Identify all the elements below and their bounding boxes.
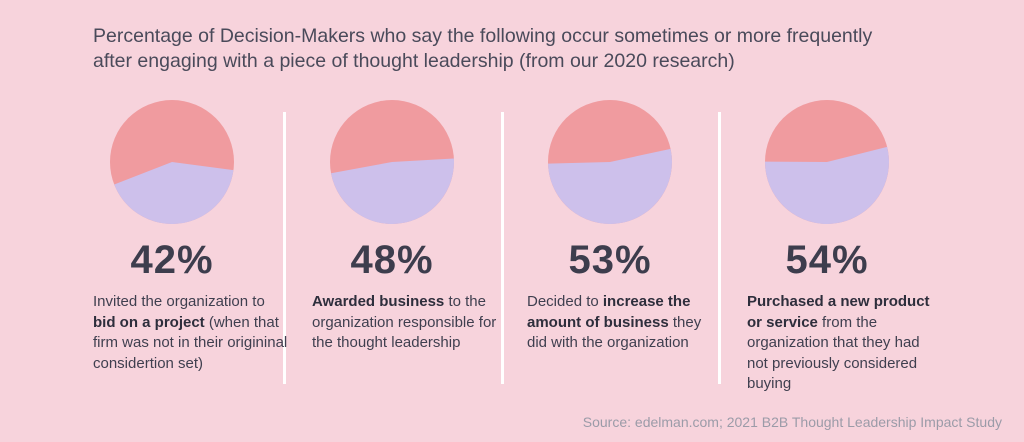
description-text: from the organization that they had not … bbox=[747, 313, 920, 393]
chart-title-line-2: after engaging with a piece of thought l… bbox=[93, 50, 735, 72]
pie-slice-value bbox=[331, 158, 454, 224]
percent-label: 42% bbox=[130, 238, 214, 282]
source-note: Source: edelman.com; 2021 B2B Thought Le… bbox=[582, 414, 1002, 430]
panel-description: Awarded business to the organization res… bbox=[312, 292, 508, 354]
panel-description: Decided to increase the amount of busine… bbox=[527, 292, 723, 354]
chart-title-line-1: Percentage of Decision-Makers who say th… bbox=[93, 25, 873, 47]
panel-description: Purchased a new product or service from … bbox=[747, 292, 943, 395]
percent-label: 53% bbox=[568, 238, 652, 282]
panel-divider bbox=[283, 112, 286, 384]
description-text: (when that firm was not in their origini… bbox=[93, 313, 288, 372]
percent-label: 48% bbox=[350, 238, 434, 282]
description-emphasis: increase the amount of business bbox=[527, 293, 691, 331]
panel-description: Invited the organization to bid on a pro… bbox=[93, 292, 289, 374]
description-emphasis: bid on a project bbox=[93, 313, 205, 331]
description-emphasis: Purchased a new product or service bbox=[747, 293, 930, 331]
pie-chart-2 bbox=[330, 100, 454, 224]
description-text: they did with the organization bbox=[527, 313, 702, 352]
pie-slice-value bbox=[765, 146, 889, 224]
percent-label: 54% bbox=[785, 238, 869, 282]
description-text: Invited the organization to bbox=[93, 293, 265, 310]
pie-slice-value bbox=[114, 162, 234, 224]
chart-title: Percentage of Decision-Makers who say th… bbox=[93, 24, 923, 74]
description-text: Decided to bbox=[527, 293, 603, 310]
pie-chart-3 bbox=[548, 100, 672, 224]
pie-slice-value bbox=[548, 148, 672, 224]
pie-chart-4 bbox=[765, 100, 889, 224]
description-emphasis: Awarded business bbox=[312, 293, 445, 310]
pie-chart-1 bbox=[110, 100, 234, 224]
panel-divider bbox=[501, 112, 504, 384]
panel-divider bbox=[718, 112, 721, 384]
description-text: to the organization responsible for the … bbox=[312, 293, 497, 351]
